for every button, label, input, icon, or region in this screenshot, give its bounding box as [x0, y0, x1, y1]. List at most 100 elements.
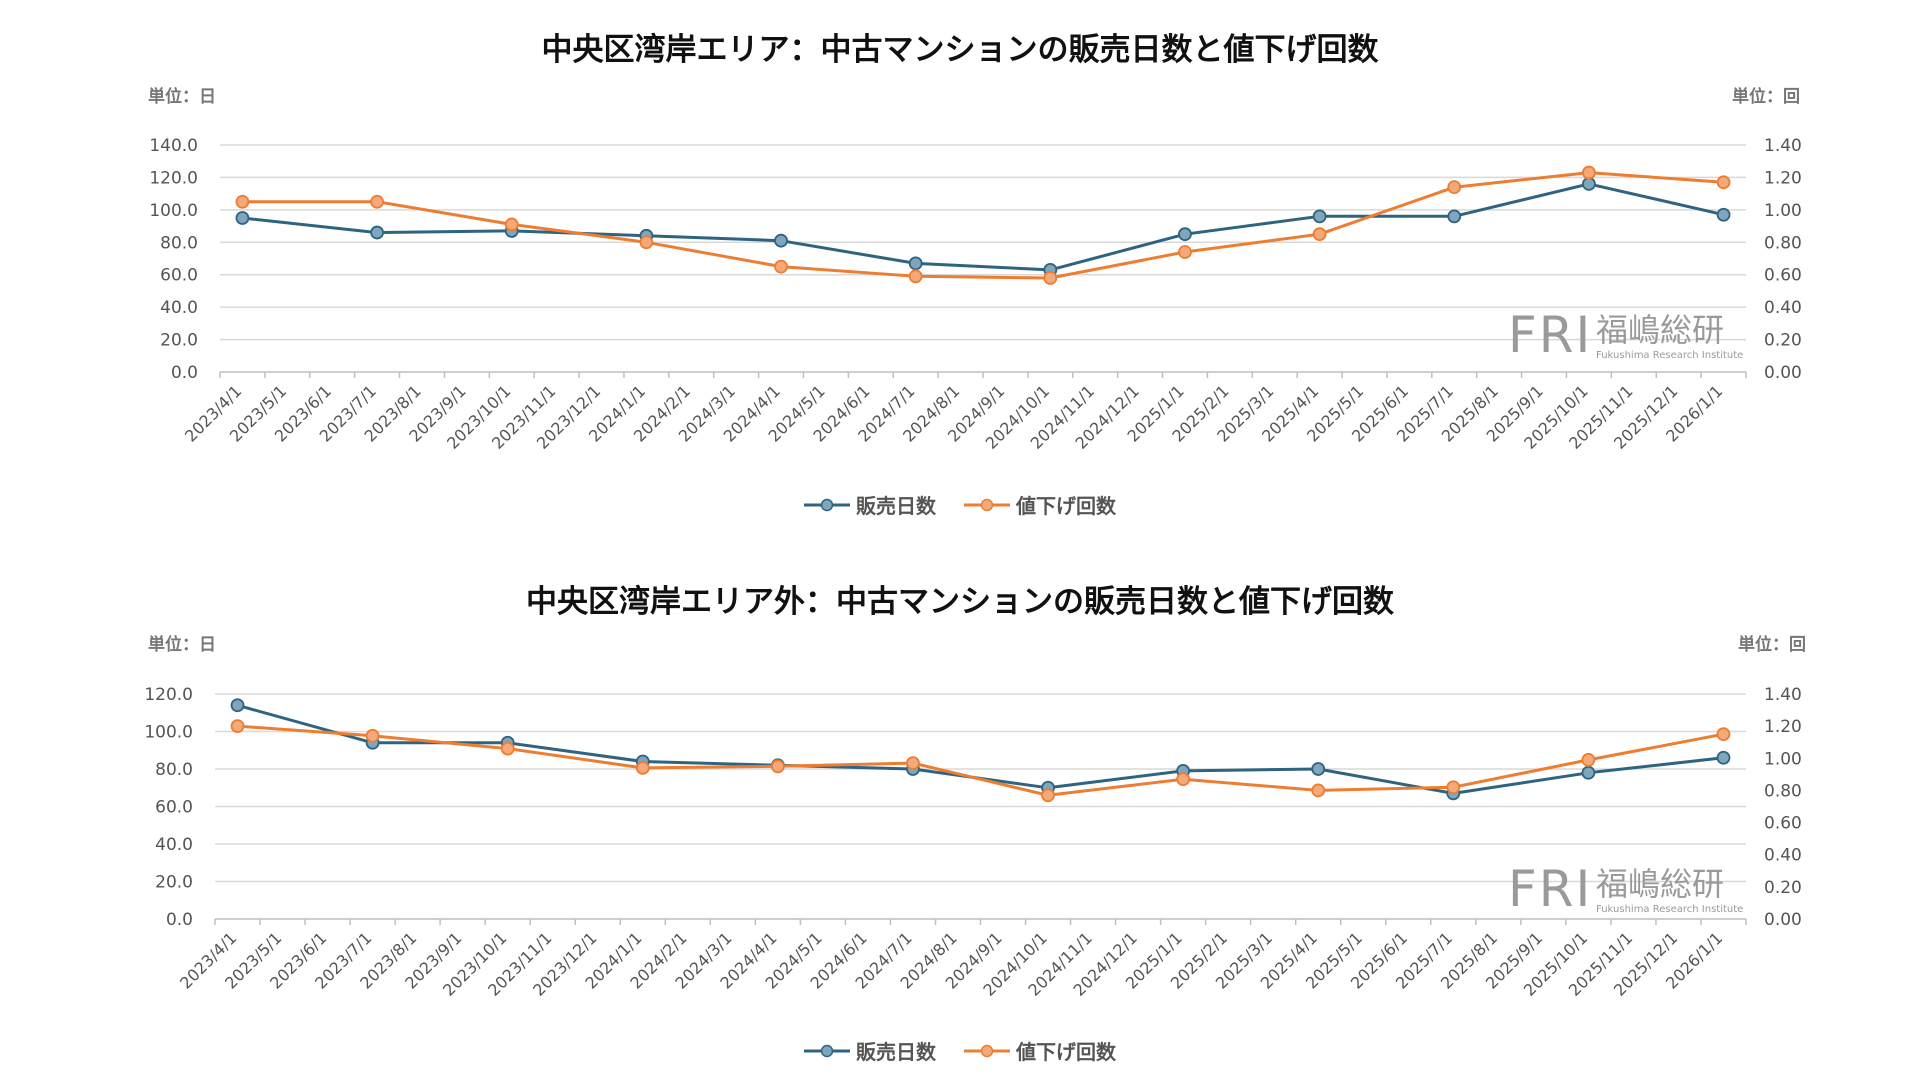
y-left-tick-label: 140.0	[149, 136, 198, 156]
data-point	[1312, 227, 1327, 242]
data-point	[1311, 762, 1326, 776]
y-right-tick-label: 0.60	[1764, 814, 1802, 834]
data-point	[1311, 783, 1326, 798]
fri-name-jp: 福嶋総研	[1596, 311, 1725, 349]
legend-label-days: 販売日数	[856, 494, 936, 518]
y-left-tick-label: 60.0	[155, 798, 193, 818]
chart-legend: 販売日数 値下げ回数	[0, 1036, 1920, 1065]
data-point	[1043, 271, 1058, 285]
left-axis-unit: 単位：日	[148, 635, 216, 655]
legend-item-days: 販売日数	[804, 1036, 936, 1065]
data-point	[1447, 180, 1462, 195]
y-left-tick-label: 120.0	[149, 168, 198, 188]
y-right-tick-label: 1.00	[1764, 201, 1802, 221]
legend-item-reductions: 値下げ回数	[964, 490, 1116, 519]
data-point	[906, 756, 920, 771]
chart-title: 中央区湾岸エリア外：中古マンションの販売日数と値下げ回数	[526, 584, 1394, 620]
y-left-tick-label: 100.0	[144, 723, 193, 743]
data-point	[1716, 727, 1731, 742]
legend-item-reductions: 値下げ回数	[964, 1036, 1116, 1065]
right-axis-unit: 単位：回	[1732, 87, 1800, 107]
data-point	[1446, 780, 1461, 795]
y-left-tick-label: 80.0	[155, 760, 193, 780]
y-right-tick-label: 0.20	[1764, 878, 1802, 898]
y-left-tick-label: 0.0	[171, 363, 198, 383]
y-right-tick-label: 0.00	[1764, 363, 1802, 383]
data-point	[908, 256, 923, 271]
y-left-tick-label: 120.0	[144, 685, 193, 705]
data-point	[500, 741, 515, 756]
data-point	[1716, 175, 1731, 190]
fri-logo-text: FRI	[1508, 306, 1593, 364]
data-point	[1582, 177, 1596, 191]
y-right-tick-label: 0.00	[1764, 910, 1802, 930]
data-point	[1041, 788, 1055, 803]
legend-label-reductions: 値下げ回数	[1016, 494, 1116, 518]
data-point	[1582, 165, 1596, 180]
data-point	[1447, 209, 1462, 224]
data-point	[774, 233, 788, 248]
data-point	[1716, 207, 1731, 222]
legend-label-days: 販売日数	[856, 1040, 936, 1064]
data-point	[908, 269, 923, 284]
data-point	[370, 225, 384, 240]
data-point	[770, 759, 785, 774]
data-point	[1581, 752, 1596, 767]
left-axis-unit: 単位：日	[148, 87, 216, 107]
y-right-tick-label: 1.00	[1764, 749, 1802, 769]
series-line	[237, 724, 1724, 797]
y-right-tick-label: 0.40	[1764, 846, 1802, 866]
series-line	[242, 182, 1724, 272]
data-point	[1176, 772, 1191, 787]
y-left-tick-label: 40.0	[155, 835, 193, 855]
data-point	[370, 194, 384, 209]
fri-name-en: Fukushima Research Institute	[1596, 904, 1744, 915]
data-point	[774, 259, 788, 274]
legend-item-days: 販売日数	[804, 490, 936, 519]
legend-label-reductions: 値下げ回数	[1016, 1040, 1116, 1064]
y-right-tick-label: 1.40	[1764, 136, 1802, 156]
y-left-tick-label: 20.0	[155, 873, 193, 893]
fri-logo-text: FRI	[1508, 860, 1593, 918]
line-chart-svg: 0.0 20.0 40.0 60.0 80.0 100.0 120.0 0.00 0.20 0.4…	[144, 685, 1802, 1000]
y-left-tick-label: 100.0	[149, 201, 198, 221]
y-right-tick-label: 1.20	[1764, 717, 1802, 737]
data-point	[1312, 209, 1327, 224]
chart-legend: 販売日数 値下げ回数	[0, 490, 1920, 519]
y-right-tick-label: 0.60	[1764, 266, 1802, 286]
series-line	[242, 171, 1724, 280]
data-point	[639, 235, 654, 250]
data-point	[1581, 765, 1596, 780]
data-point	[235, 194, 250, 209]
chart-panel-bottom: 中央区湾岸エリア外：中古マンションの販売日数と値下げ回数 単位：日 単位：回 0…	[0, 548, 1920, 1080]
legend-swatch-reductions-icon	[964, 1044, 1010, 1057]
data-point	[1178, 227, 1192, 242]
y-left-tick-label: 0.0	[166, 910, 193, 930]
y-right-tick-label: 0.80	[1764, 233, 1802, 253]
y-left-tick-label: 20.0	[160, 331, 198, 351]
y-right-tick-label: 0.20	[1764, 331, 1802, 351]
y-left-tick-label: 80.0	[160, 233, 198, 253]
fri-name-jp: 福嶋総研	[1596, 865, 1725, 903]
y-right-tick-label: 0.80	[1764, 781, 1802, 801]
legend-swatch-days-icon	[804, 1044, 850, 1057]
y-right-tick-label: 1.20	[1764, 168, 1802, 188]
y-right-tick-label: 1.40	[1764, 685, 1802, 705]
data-point	[230, 698, 245, 713]
data-point	[504, 217, 519, 232]
chart-panel-top: 中央区湾岸エリア：中古マンションの販売日数と値下げ回数 単位：日 単位：回 0.…	[0, 32, 1920, 519]
data-point	[1178, 245, 1192, 259]
data-point	[230, 719, 245, 734]
y-left-tick-label: 40.0	[160, 298, 198, 318]
data-point	[365, 728, 380, 743]
chart-title: 中央区湾岸エリア：中古マンションの販売日数と値下げ回数	[541, 32, 1379, 68]
fri-name-en: Fukushima Research Institute	[1596, 350, 1744, 361]
data-point	[635, 761, 650, 775]
right-axis-unit: 単位：回	[1738, 635, 1806, 655]
data-point	[235, 211, 250, 225]
y-left-tick-label: 60.0	[160, 266, 198, 286]
y-right-tick-label: 0.40	[1764, 298, 1802, 318]
legend-swatch-days-icon	[804, 498, 850, 511]
data-point	[1716, 750, 1731, 765]
legend-swatch-reductions-icon	[964, 498, 1010, 511]
